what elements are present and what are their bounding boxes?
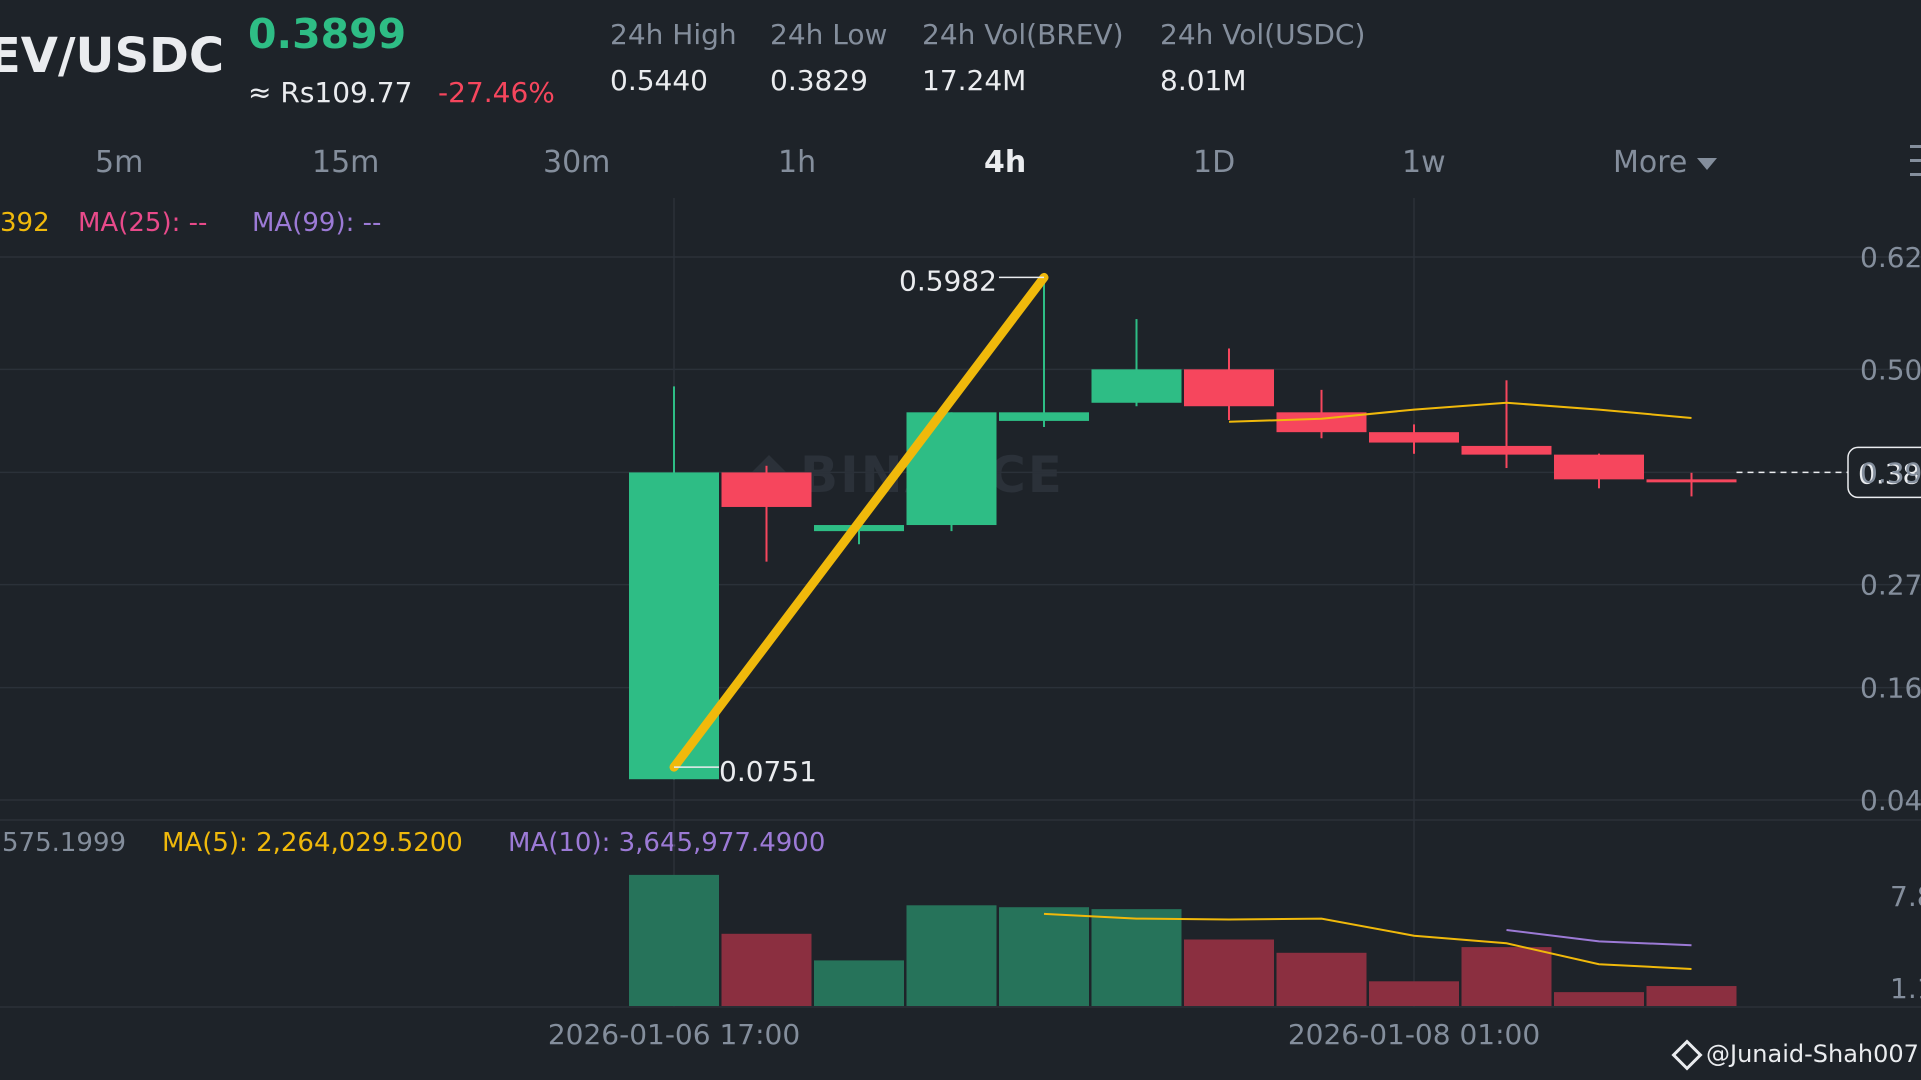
tab-1d[interactable]: 1D [1193, 145, 1236, 180]
tab-5m[interactable]: 5m [95, 145, 144, 180]
stat-24h-vol-quote-value: 8.01M [1160, 64, 1247, 97]
more-label: More [1613, 145, 1688, 180]
volume-bar [1554, 992, 1644, 1006]
price-axis-label: 0.62 [1860, 241, 1921, 274]
volume-bar [629, 874, 719, 1006]
tab-4h[interactable]: 4h [984, 145, 1027, 180]
trendline-start-label: 0.0751 [719, 755, 817, 788]
vol-ma10-label: MA(10): 3,645,977.4900 [508, 828, 826, 858]
candle-body [999, 412, 1089, 421]
last-price: 0.3899 [248, 10, 407, 58]
binance-small-icon [1671, 1039, 1703, 1071]
candle-body [1461, 445, 1552, 455]
price-axis-label: 0.39 [1860, 456, 1921, 489]
volume-ma10-line [1506, 929, 1692, 947]
fiat-price: ≈ Rs109.77 [248, 76, 413, 109]
ma7-value: 392 [0, 208, 50, 238]
candle-body [1646, 479, 1737, 483]
price-axis-label: 0.27 [1860, 569, 1921, 602]
pair-symbol[interactable]: EV/USDC [0, 28, 225, 84]
current-price-tag [1847, 446, 1921, 499]
stat-24h-low-value: 0.3829 [770, 64, 868, 97]
volume-bar [1369, 981, 1459, 1006]
volume-bar [1091, 909, 1182, 1006]
candle-body [721, 472, 812, 507]
candle-body [906, 412, 997, 526]
price-ma7-line [1228, 401, 1692, 423]
time-axis-label: 2026-01-08 01:00 [1288, 1018, 1540, 1051]
ma25-label: MA(25): -- [78, 208, 208, 238]
tab-30m[interactable]: 30m [543, 145, 611, 180]
volume-axis-label: 7.8 [1890, 880, 1921, 913]
candle-body [1554, 454, 1644, 480]
volume-bar [1184, 939, 1274, 1006]
stat-24h-high-label: 24h High [610, 18, 737, 51]
volume-bar [999, 907, 1089, 1006]
stat-24h-vol-base-value: 17.24M [922, 64, 1027, 97]
caret-down-icon [1697, 157, 1718, 170]
tab-1h[interactable]: 1h [778, 145, 817, 180]
volume-bar [814, 960, 904, 1006]
candle-body [1369, 432, 1459, 443]
volume-bar [1646, 986, 1737, 1006]
volume-value: 575.1999 [2, 828, 127, 858]
author-credit: @Junaid-Shah007 [1671, 1039, 1919, 1071]
ma99-label: MA(99): -- [252, 208, 382, 238]
price-axis-label: 0.50 [1860, 353, 1921, 386]
volume-bar [1276, 952, 1367, 1006]
stat-24h-vol-base-label: 24h Vol(BREV) [922, 18, 1124, 51]
volume-ma5-line [1043, 912, 1692, 970]
current-price-label: 0.38 [1858, 457, 1920, 490]
candle-body [1184, 369, 1274, 407]
drawn-trendline [669, 272, 1049, 772]
volume-bar [1461, 947, 1552, 1006]
candle-body [1091, 369, 1182, 403]
stat-24h-high-value: 0.5440 [610, 64, 708, 97]
price-axis-label: 0.16 [1860, 672, 1921, 705]
volume-bar [721, 933, 812, 1006]
price-axis-label: 0.04 [1860, 784, 1921, 817]
tab-15m[interactable]: 15m [312, 145, 380, 180]
volume-axis-label: 1.1 [1890, 972, 1921, 1005]
time-axis-label: 2026-01-06 17:00 [548, 1018, 800, 1051]
vol-ma5-label: MA(5): 2,264,029.5200 [162, 828, 463, 858]
more-dropdown[interactable]: More [1613, 145, 1718, 180]
stat-24h-vol-quote-label: 24h Vol(USDC) [1160, 18, 1366, 51]
tab-1w[interactable]: 1w [1402, 145, 1446, 180]
trendline-end-label: 0.5982 [899, 264, 997, 297]
volume-bar [906, 905, 997, 1006]
stat-24h-low-label: 24h Low [770, 18, 888, 51]
change-percent: -27.46% [438, 76, 555, 109]
menu-icon[interactable] [1910, 145, 1921, 179]
candle-body [629, 472, 719, 780]
